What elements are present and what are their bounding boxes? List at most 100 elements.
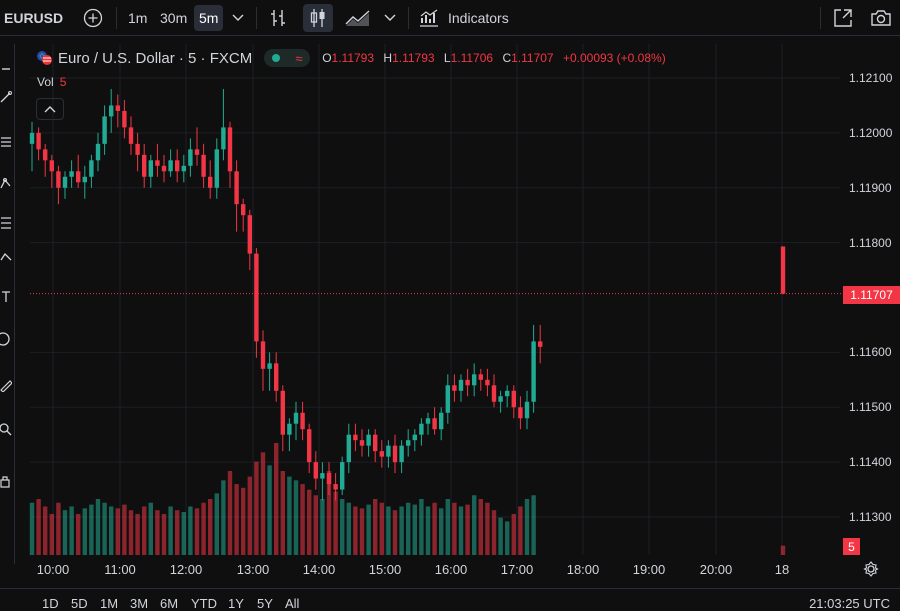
volume-bar [168,506,173,555]
add-symbol-icon[interactable] [78,4,108,32]
drawing-toolbar [0,44,15,564]
volume-bar [293,480,299,555]
volume-bar [82,508,87,555]
volume-bar [254,461,259,555]
volume-bar [56,502,61,555]
clock[interactable]: 21:03:25 UTC [809,596,890,611]
area-style-icon[interactable] [341,4,375,32]
camera-icon[interactable] [866,4,896,32]
range-1y[interactable]: 1Y [228,596,244,611]
price-tick-label: 1.12100 [849,71,893,85]
time-tick-label: 17:00 [500,562,534,577]
change-value: +0.00093 (+0.08%) [562,51,666,65]
candle-body [346,434,351,463]
volume-bar [201,502,206,555]
volume-bar [280,471,285,555]
candle-body [208,176,213,188]
lock-icon[interactable] [0,474,12,488]
candle-body [313,462,318,479]
candle-body [538,341,543,347]
volume-bar [333,491,338,555]
volume-bar [353,506,358,555]
range-3m[interactable]: 3M [130,596,149,611]
range-all[interactable]: All [285,596,300,611]
candle-body [432,418,437,430]
bottom-bar: 1D 5D 1M 3M 6M YTD 1Y 5Y All 21:03:25 UTC [0,588,900,611]
volume-bar [227,471,233,555]
candle-body [518,407,523,419]
candle-body [505,390,510,397]
symbol-title[interactable]: Euro / U.S. Dollar · 5 · FXCM [58,49,253,67]
volume-bar [36,499,41,555]
price-tick-label: 1.11400 [849,455,892,470]
volume-bar [221,480,226,555]
trendline-icon[interactable] [0,90,12,104]
fib-icon[interactable] [0,136,12,150]
range-5d[interactable]: 5D [71,596,88,611]
volume-bar [373,499,378,555]
candle-body [439,412,444,430]
volume-bar [524,499,530,555]
volume-bar [214,493,219,555]
market-status-pill[interactable]: ≈ [264,49,311,67]
candle-body [89,160,94,177]
chevron-down-icon[interactable] [375,4,405,32]
candle-body [241,204,246,216]
top-toolbar: EURUSD 1m 30m 5m Indicators [0,0,900,36]
candle-body [175,160,180,172]
volume-bar [531,495,536,555]
interval-1m[interactable]: 1m [128,10,148,26]
interval-30m[interactable]: 30m [160,10,188,26]
open-value: 1.11793 [331,51,375,65]
candle-body [148,160,153,177]
interval-5m[interactable]: 5m [194,5,224,31]
crosshair-icon[interactable] [0,62,12,76]
candle-body [267,363,272,369]
forecast-icon[interactable] [0,216,12,230]
candle-body [340,462,345,490]
brush-icon[interactable] [0,250,12,264]
text-tool-icon[interactable] [0,290,12,304]
volume-bar [307,489,312,555]
candle-body [465,379,470,386]
volume-bar [425,506,431,555]
zoom-icon[interactable] [0,422,12,436]
settings-icon[interactable] [863,561,879,577]
range-5y[interactable]: 5Y [257,596,273,611]
volume-bar [89,504,94,555]
volume-bar [181,512,186,555]
range-6m[interactable]: 6M [160,596,179,611]
collapse-legend-button[interactable] [36,98,64,120]
indicators-label: Indicators [448,9,509,26]
bar-style-icon[interactable] [263,4,293,32]
range-ytd[interactable]: YTD [191,596,217,611]
pattern-icon[interactable] [0,176,12,190]
price-tick-label: 1.12000 [849,125,893,140]
range-1d[interactable]: 1D [42,596,59,611]
smile-icon[interactable] [0,332,12,346]
candle-style-icon[interactable] [303,4,333,32]
candle-body [485,379,490,386]
symbol-search[interactable]: EURUSD [4,9,64,26]
candle-body [227,127,233,172]
indicators-button[interactable]: Indicators [418,0,509,35]
volume-bar [392,510,398,555]
volume-bar [313,495,318,555]
fullscreen-icon[interactable] [828,4,858,32]
candle-body [445,385,450,413]
candle-body [43,149,48,161]
candle-body [260,341,266,369]
volume-bar [102,502,107,555]
chevron-down-icon[interactable] [223,4,253,32]
candle-body [214,149,219,188]
price-tick-label: 1.11600 [849,345,892,360]
range-1m[interactable]: 1M [100,596,119,611]
candle-body [531,341,536,402]
volume-bar [128,510,134,555]
time-tick-label: 18 [774,562,790,577]
close-value: 1.11707 [511,51,554,65]
volume-bar [326,471,332,555]
volume-bar [109,506,114,555]
candle-body [300,412,305,430]
